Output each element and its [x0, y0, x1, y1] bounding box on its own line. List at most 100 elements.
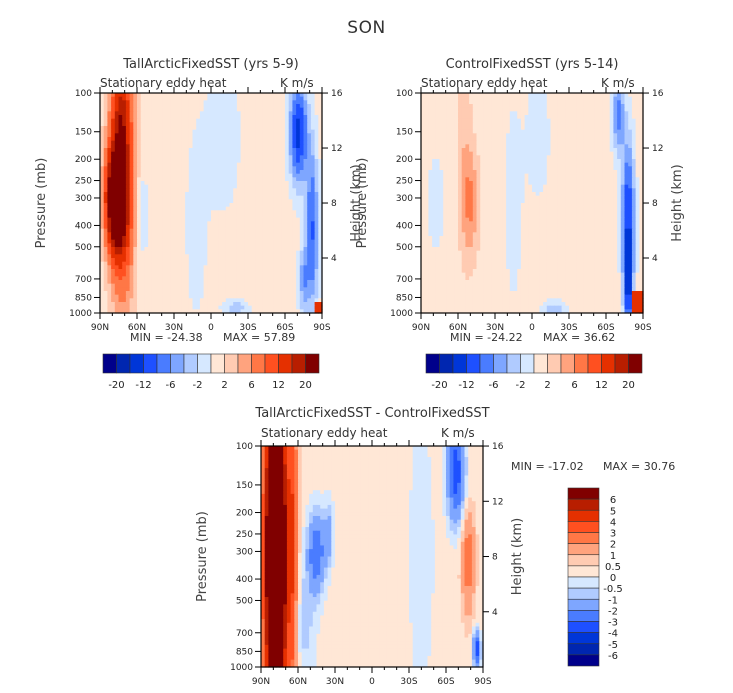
heatmap-cell	[122, 107, 127, 112]
heatmap-cell	[495, 159, 500, 164]
heatmap-cell	[222, 177, 227, 182]
heatmap-cell	[155, 265, 160, 270]
heatmap-cell	[151, 140, 157, 145]
heatmap-cell	[506, 140, 511, 145]
heatmap-cell	[314, 214, 319, 219]
heatmap-cell	[292, 232, 297, 237]
heatmap-cell	[248, 309, 253, 314]
heatmap-cell	[211, 140, 216, 145]
heatmap-cell	[155, 129, 160, 134]
heatmap-cell	[583, 93, 589, 98]
heatmap-cell	[314, 173, 319, 178]
heatmap-cell	[454, 151, 459, 156]
heatmap-cell	[140, 291, 145, 296]
heatmap-cell	[535, 129, 540, 134]
heatmap-cell	[218, 243, 223, 248]
heatmap-cell	[299, 118, 305, 123]
heatmap-cell	[458, 93, 463, 98]
heatmap-cell	[218, 93, 223, 98]
heatmap-cell	[103, 272, 108, 277]
heatmap-cell	[218, 118, 223, 123]
heatmap-cell	[211, 96, 216, 101]
heatmap-cell	[285, 254, 290, 259]
heatmap-cell	[111, 122, 116, 127]
heatmap-cell	[225, 206, 231, 211]
heatmap-cell	[166, 111, 171, 116]
y-right-tick-label: 12	[331, 144, 342, 154]
heatmap-cell	[125, 148, 131, 153]
heatmap-cell	[439, 155, 444, 160]
heatmap-cell	[225, 140, 231, 145]
heatmap-cell	[166, 232, 171, 237]
heatmap-cell	[532, 129, 537, 134]
heatmap-cell	[125, 166, 131, 171]
heatmap-cell	[162, 258, 168, 263]
heatmap-cell	[103, 162, 108, 167]
heatmap-cell	[307, 276, 312, 281]
heatmap-cell	[509, 144, 515, 149]
heatmap-cell	[229, 221, 234, 226]
heatmap-cell	[495, 96, 500, 101]
heatmap-cell	[528, 151, 533, 156]
heatmap-cell	[211, 272, 216, 277]
heatmap-cell	[307, 254, 312, 259]
heatmap-cell	[240, 291, 245, 296]
heatmap-cell	[203, 250, 208, 255]
heatmap-cell	[513, 159, 518, 164]
heatmap-cell	[443, 107, 448, 112]
heatmap-cell	[236, 155, 242, 160]
heatmap-cell	[225, 148, 231, 153]
heatmap-cell	[236, 104, 242, 109]
heatmap-cell	[292, 93, 297, 98]
heatmap-cell	[196, 140, 201, 145]
heatmap-cell	[233, 247, 238, 252]
heatmap-cell	[487, 162, 492, 167]
heatmap-cell	[155, 151, 160, 156]
heatmap-cell	[443, 155, 448, 160]
heatmap-cell	[299, 162, 305, 167]
heatmap-cell	[199, 265, 205, 270]
heatmap-cell	[535, 159, 540, 164]
heatmap-cell	[639, 126, 644, 131]
heatmap-cell	[458, 107, 463, 112]
heatmap-cell	[225, 159, 231, 164]
heatmap-cell	[137, 243, 142, 248]
heatmap-cell	[432, 118, 437, 123]
heatmap-cell	[255, 133, 260, 138]
heatmap-cell	[203, 280, 208, 285]
heatmap-cell	[233, 173, 238, 178]
heatmap-cell	[480, 148, 485, 153]
heatmap-cell	[159, 151, 164, 156]
heatmap-cell	[554, 148, 559, 153]
heatmap-cell	[192, 298, 197, 303]
heatmap-cell	[292, 140, 297, 145]
heatmap-cell	[240, 166, 245, 171]
heatmap-cell	[129, 159, 134, 164]
colorbar-box	[170, 353, 185, 374]
heatmap-cell	[148, 192, 153, 197]
x-tick-label: 90N	[91, 323, 109, 333]
heatmap-cell	[229, 294, 234, 299]
heatmap-cell	[236, 111, 242, 116]
heatmap-cell	[281, 96, 286, 101]
heatmap-cell	[281, 100, 286, 105]
heatmap-cell	[446, 107, 452, 112]
heatmap-cell	[524, 155, 529, 160]
heatmap-cell	[285, 151, 290, 156]
heatmap-cell	[307, 126, 312, 131]
heatmap-cell	[236, 206, 242, 211]
heatmap-cell	[483, 159, 489, 164]
heatmap-cell	[262, 272, 268, 277]
heatmap-cell	[572, 151, 577, 156]
heatmap-cell	[229, 148, 234, 153]
heatmap-cell	[259, 199, 264, 204]
heatmap-cell	[609, 111, 614, 116]
heatmap-cell	[628, 166, 633, 171]
heatmap-cell	[310, 170, 316, 175]
heatmap-cell	[528, 107, 533, 112]
heatmap-cell	[285, 166, 290, 171]
heatmap-cell	[140, 294, 145, 299]
heatmap-cell	[166, 126, 171, 131]
heatmap-cell	[185, 243, 190, 248]
heatmap-cell	[299, 206, 305, 211]
